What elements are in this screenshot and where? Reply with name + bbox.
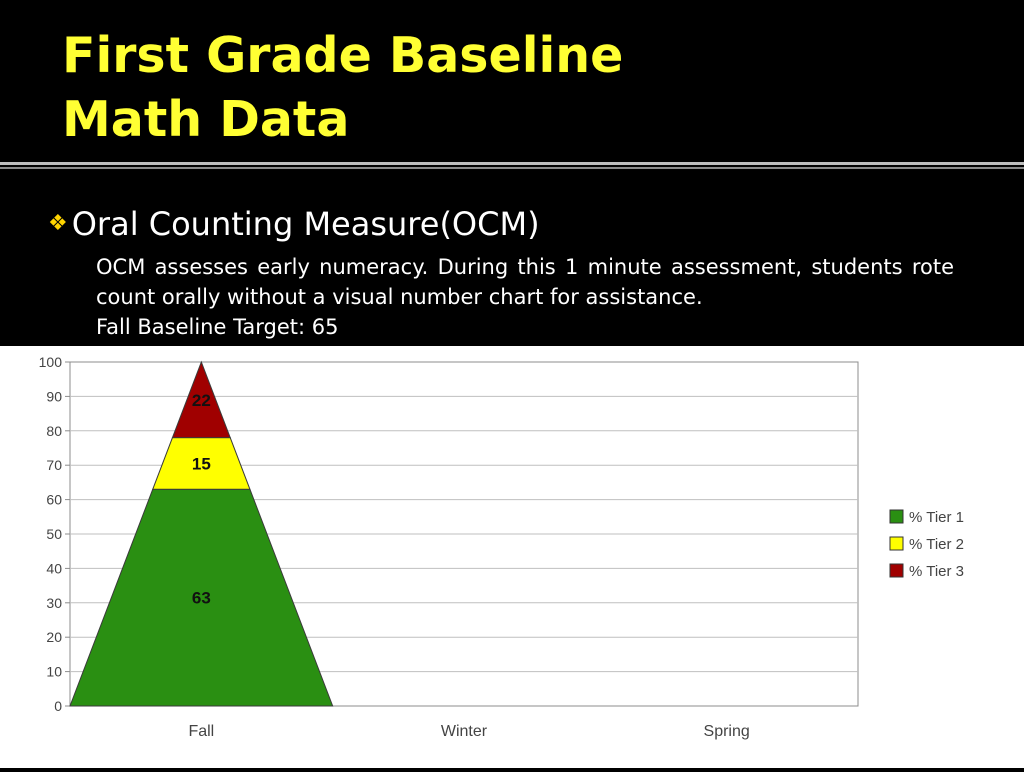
x-axis: Fall Winter Spring xyxy=(188,723,749,740)
x-tick-label: Spring xyxy=(704,723,750,740)
y-tick-label: 50 xyxy=(46,526,62,542)
legend-swatch xyxy=(889,536,904,551)
title-divider-top xyxy=(0,162,1024,165)
chart-bars: 63 15 22 xyxy=(69,360,334,707)
title-divider-bottom xyxy=(0,167,1024,169)
x-tick-label: Winter xyxy=(441,723,488,740)
y-tick-label: 40 xyxy=(46,560,62,576)
legend-label: % Tier 2 xyxy=(909,536,964,553)
data-label: 63 xyxy=(192,589,211,608)
y-tick-label: 20 xyxy=(46,629,62,645)
x-tick-label: Fall xyxy=(188,723,214,740)
bullet-heading: Oral Counting Measure(OCM) xyxy=(71,205,540,243)
title-band: First Grade Baseline Math Data xyxy=(0,0,1024,160)
bullet-heading-row: ❖ Oral Counting Measure(OCM) xyxy=(48,204,540,244)
stacked-pyramid-chart: 0 10 20 30 40 50 60 70 80 90 100 63 15 22 Fall Winter… xyxy=(0,346,1024,768)
data-label: 22 xyxy=(192,391,211,410)
legend-swatch xyxy=(889,509,904,524)
y-tick-label: 70 xyxy=(46,457,62,473)
chart-legend: % Tier 1 % Tier 2 % Tier 3 xyxy=(889,509,964,580)
chart-container: 0 10 20 30 40 50 60 70 80 90 100 63 15 22 Fall Winter… xyxy=(0,174,1024,768)
slide-title: First Grade Baseline Math Data xyxy=(62,24,623,152)
legend-label: % Tier 3 xyxy=(909,563,964,580)
y-tick-label: 90 xyxy=(46,388,62,404)
bar-segment-fall-tier-3 xyxy=(171,360,231,439)
y-tick-label: 60 xyxy=(46,492,62,508)
y-axis: 0 10 20 30 40 50 60 70 80 90 100 xyxy=(39,354,70,714)
y-tick-label: 100 xyxy=(39,354,63,370)
data-label: 15 xyxy=(192,454,211,473)
legend-swatch xyxy=(889,563,904,578)
y-tick-label: 0 xyxy=(54,698,62,714)
y-tick-label: 10 xyxy=(46,664,62,680)
y-tick-label: 30 xyxy=(46,595,62,611)
diamond-cluster-icon: ❖ xyxy=(48,211,68,236)
baseline-target: Fall Baseline Target: 65 xyxy=(96,315,339,339)
legend-label: % Tier 1 xyxy=(909,509,964,526)
slide-title-line-2: Math Data xyxy=(62,91,350,148)
measure-description: OCM assesses early numeracy. During this… xyxy=(96,255,954,309)
slide-title-line-1: First Grade Baseline xyxy=(62,27,624,84)
y-tick-label: 80 xyxy=(46,423,62,439)
